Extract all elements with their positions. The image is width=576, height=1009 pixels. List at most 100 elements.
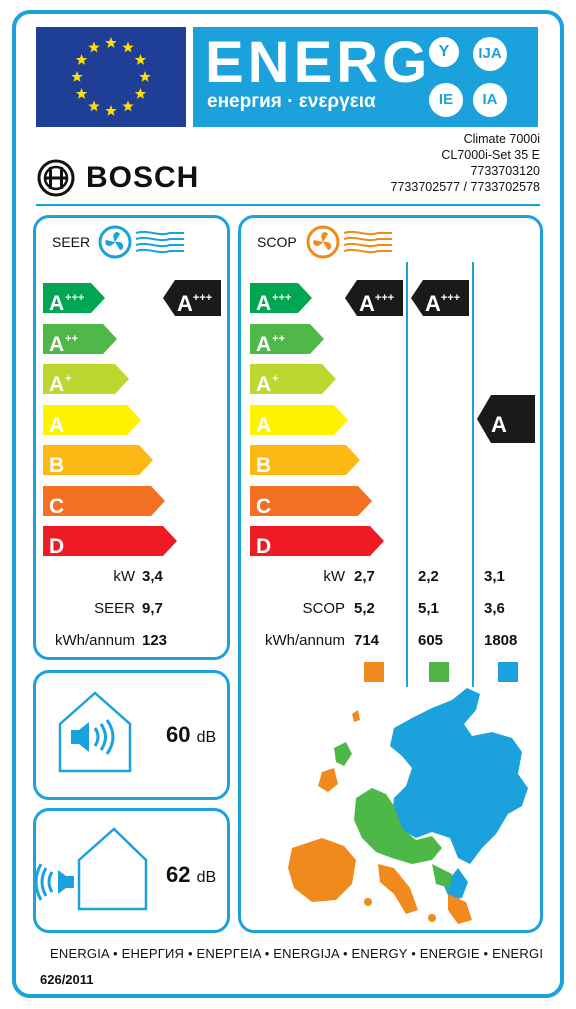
scop-average-scop: 5,1	[418, 600, 439, 617]
lang-badge-ija: IJA	[473, 37, 507, 71]
brand-name: BOSCH	[86, 161, 200, 194]
model-line-4: 7733702577 / 7733702578	[390, 180, 540, 194]
scop-class-bar: D	[250, 526, 384, 558]
regulation-number: 626/2011	[40, 972, 94, 987]
seer-rating-letter: A	[177, 291, 193, 316]
seer-class-bar: A+	[43, 364, 129, 396]
seer-rating-arrow: A+++	[163, 280, 221, 316]
outdoor-noise-panel	[33, 808, 230, 933]
indoor-noise-panel	[33, 670, 230, 800]
scop-class-bar: A+	[250, 364, 336, 396]
scop-average-rating-plus: +++	[440, 292, 461, 304]
scop-warm-kwh: 714	[354, 632, 380, 649]
model-info: Climate 7000i CL7000i-Set 35 E 773370312…	[391, 131, 540, 195]
scop-class-plus: +	[272, 373, 279, 385]
warm-zone-swatch	[364, 662, 384, 682]
eu-star-icon	[75, 54, 88, 65]
eu-stars-icon	[71, 37, 151, 116]
seer-class-letter: D	[49, 535, 65, 558]
seer-class-letter: A	[49, 413, 65, 437]
scop-warm-scop: 5,2	[354, 600, 375, 617]
seer-seer-label: SEER	[94, 600, 135, 617]
eu-star-icon	[105, 105, 117, 116]
europe-climate-map-icon	[288, 688, 528, 924]
seer-class-letter: A	[49, 292, 65, 315]
seer-class-bar: A	[43, 404, 141, 437]
scop-class-bar: B	[250, 445, 360, 477]
scop-class-bar: A++	[250, 323, 324, 356]
eu-star-icon	[88, 41, 100, 53]
lang-badge-ia: IA	[473, 83, 507, 117]
eu-star-icon	[88, 100, 100, 112]
model-line-2: CL7000i-Set 35 E	[441, 148, 540, 162]
scop-class-letter: A	[256, 413, 272, 437]
scop-cold-scop: 3,6	[484, 600, 505, 617]
eu-star-icon	[122, 100, 134, 112]
seer-panel	[33, 215, 230, 660]
outdoor-noise-value: 62 dB	[166, 862, 216, 888]
cooling-fan-icon	[98, 225, 184, 259]
outdoor-house-speaker-icon	[36, 827, 148, 911]
zone-divider-1	[406, 262, 408, 687]
seer-class-bar: A+++	[43, 283, 105, 315]
seer-kwh-value: 123	[142, 632, 168, 649]
scop-warm-kw: 2,7	[354, 568, 375, 585]
scop-class-plus: +++	[272, 292, 292, 304]
footer-languages: ENERGIA • ЕНЕРГИЯ • ΕΝΕΡΓΕΙΑ • ENERGIJA …	[50, 946, 544, 961]
scop-kw-label: kW	[323, 568, 345, 585]
eu-star-icon	[139, 71, 151, 82]
outdoor-noise-number: 62	[166, 862, 191, 887]
zone-divider-2	[472, 262, 474, 687]
seer-label: SEER	[52, 234, 91, 250]
energy-subtitle: енергия · ενεργεια	[207, 91, 376, 112]
seer-seer-value: 9,7	[142, 600, 163, 617]
scop-class-letter: D	[256, 535, 272, 558]
lang-badge-y: Y	[429, 37, 459, 67]
bosch-logo-icon	[37, 159, 75, 197]
seer-class-plus: ++	[65, 332, 79, 345]
heating-fan-icon	[306, 225, 392, 259]
seer-class-letter: A	[49, 373, 65, 396]
seer-class-letter: C	[49, 494, 65, 518]
seer-class-bar: A++	[43, 323, 117, 356]
model-line-1: Climate 7000i	[463, 132, 540, 146]
seer-class-bar: C	[43, 485, 165, 518]
scop-class-bar: A	[250, 404, 348, 437]
seer-rating-plus: +++	[192, 292, 213, 304]
scop-class-bar: C	[250, 485, 372, 518]
eu-flag	[36, 27, 186, 127]
seer-class-plus: +++	[65, 292, 85, 304]
scop-class-letter: B	[256, 454, 272, 477]
cold-zone-swatch	[498, 662, 518, 682]
seer-class-plus: +	[65, 373, 72, 385]
scop-rating-arrow-warm: A+++	[345, 280, 403, 316]
indoor-noise-number: 60	[166, 722, 191, 747]
energy-title: ENERG	[205, 30, 432, 95]
energy-header: ENERG енергия · ενεργεια Y IJA IE IA	[193, 27, 538, 127]
indoor-noise-value: 60 dB	[166, 722, 216, 748]
scop-class-letter: A	[256, 292, 272, 315]
scop-cold-kw: 3,1	[484, 568, 505, 585]
scop-average-rating-letter: A	[425, 291, 441, 316]
label-frame	[12, 10, 564, 998]
indoor-noise-unit: dB	[196, 729, 217, 746]
scop-scop-label: SCOP	[302, 600, 345, 617]
seer-kwh-label: kWh/annum	[54, 632, 135, 649]
scop-label: SCOP	[257, 234, 297, 250]
scop-warm-rating-plus: +++	[374, 292, 395, 304]
scop-class-letter: A	[256, 373, 272, 396]
average-zone-swatch	[429, 662, 449, 682]
scop-kwh-label: kWh/annum	[264, 632, 345, 649]
eu-star-icon	[105, 37, 117, 48]
lang-badge-ie: IE	[429, 83, 463, 117]
indoor-house-speaker-icon	[58, 691, 132, 773]
scop-warm-rating-letter: A	[359, 291, 375, 316]
seer-kw-value: 3,4	[142, 568, 163, 585]
header-divider	[36, 204, 540, 206]
eu-star-icon	[71, 71, 83, 82]
seer-class-bar: D	[43, 526, 177, 558]
scop-class-letter: C	[256, 494, 272, 518]
seer-class-bar: B	[43, 445, 153, 477]
scop-cold-rating-letter: A	[491, 412, 507, 437]
seer-class-letter: A	[49, 332, 65, 356]
